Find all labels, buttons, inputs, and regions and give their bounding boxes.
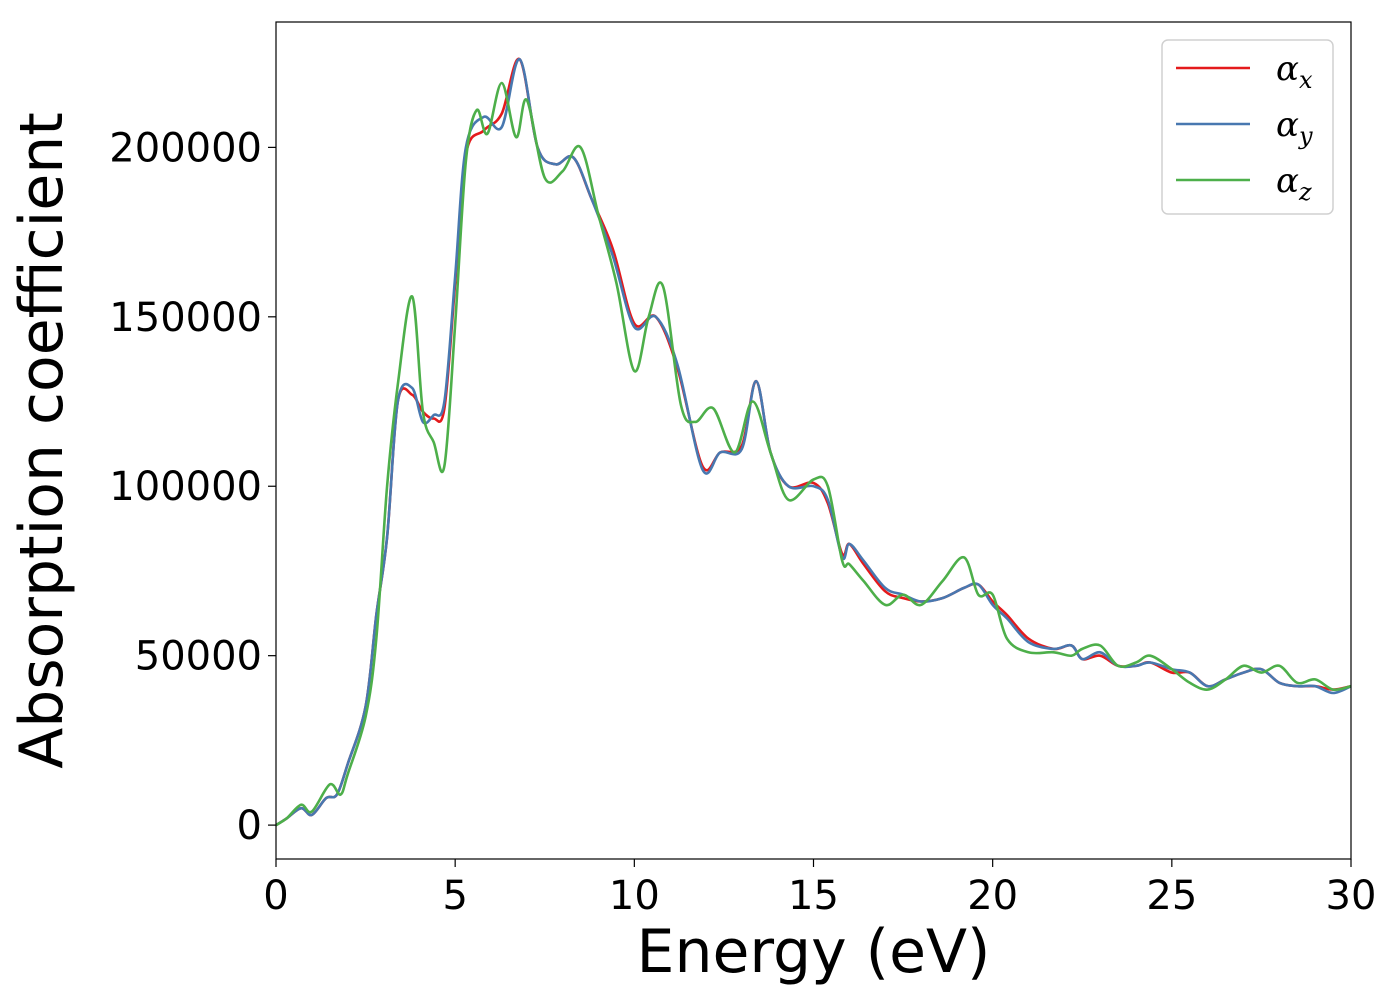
y-tick-label: 100000 [109, 464, 262, 510]
x-tick-label: 30 [1326, 873, 1377, 919]
legend-label-z: αz [1276, 161, 1312, 206]
x-tick-label: 25 [1146, 873, 1197, 919]
series-line-y [276, 57, 1351, 827]
legend-box [1161, 39, 1334, 215]
series-layer [276, 57, 1351, 827]
series-line-z [276, 81, 1351, 827]
legend-label-y: αy [1276, 105, 1313, 150]
y-axis-title: Absorption coefficient [7, 112, 77, 769]
x-axis-title: Energy (eV) [637, 917, 991, 987]
x-tick-label: 15 [788, 873, 839, 919]
y-tick-label: 150000 [109, 295, 262, 341]
y-axis: 0 50000 100000 150000 200000 [109, 125, 276, 849]
x-tick-label: 10 [609, 873, 660, 919]
x-tick-label: 20 [967, 873, 1018, 919]
legend-label-x: αx [1276, 49, 1313, 94]
y-tick-label: 0 [237, 803, 262, 849]
x-axis: 0 5 10 15 20 25 30 [263, 859, 1376, 919]
legend: αx αy αz [1161, 39, 1334, 215]
x-tick-label: 0 [263, 873, 288, 919]
x-tick-label: 5 [442, 873, 467, 919]
y-tick-label: 50000 [135, 634, 262, 680]
y-tick-label: 200000 [109, 125, 262, 171]
